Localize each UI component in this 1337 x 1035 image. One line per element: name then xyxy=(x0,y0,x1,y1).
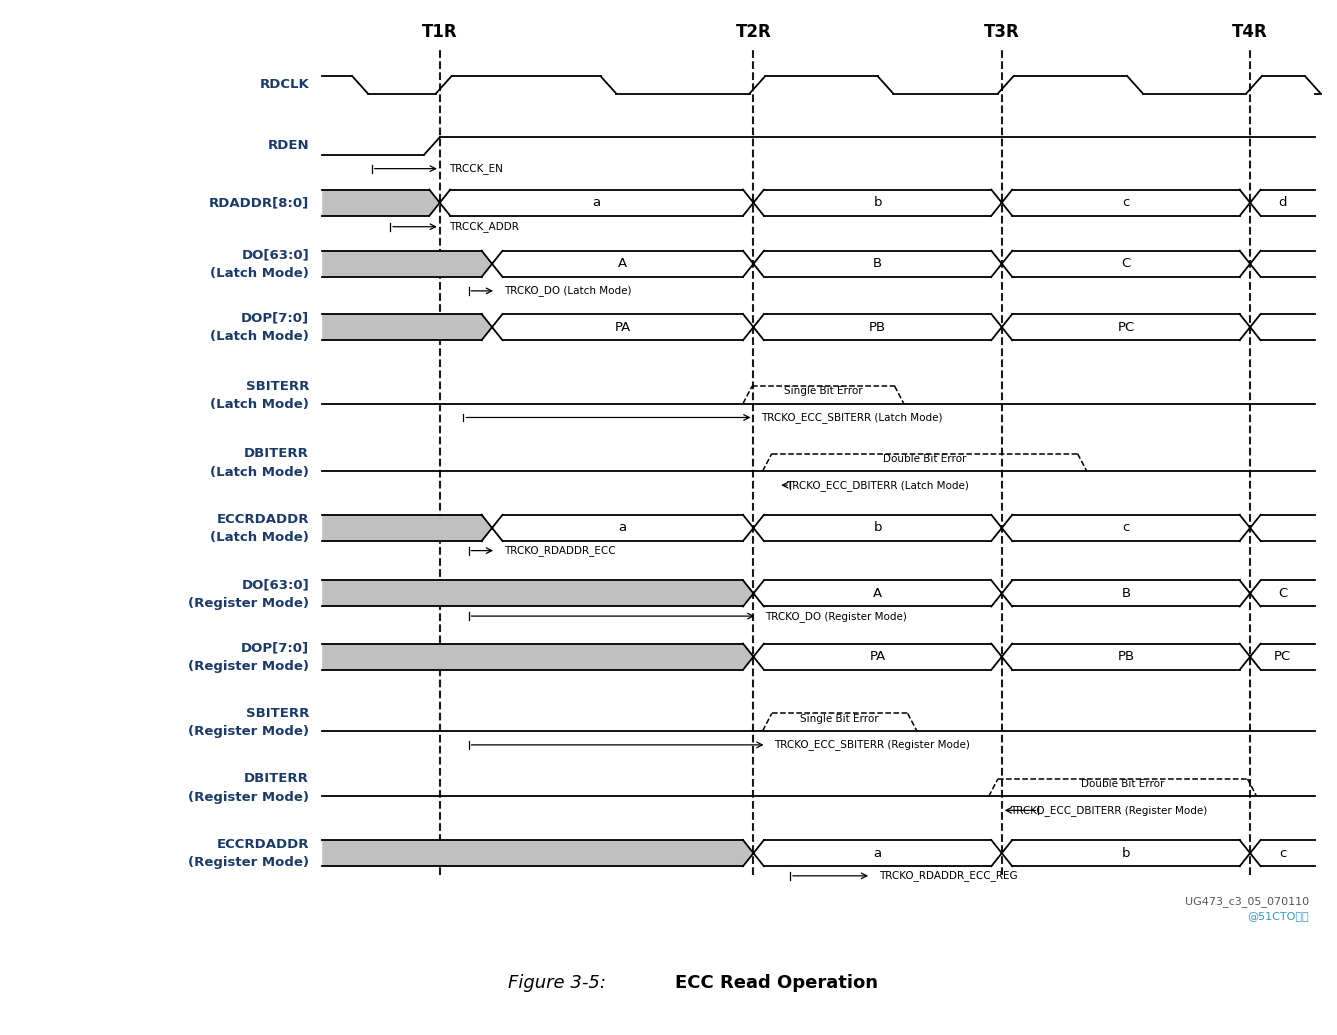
Text: DO[63:0]: DO[63:0] xyxy=(241,579,309,591)
Text: DOP[7:0]: DOP[7:0] xyxy=(241,642,309,654)
Text: (Latch Mode): (Latch Mode) xyxy=(210,531,309,544)
Text: a: a xyxy=(592,197,600,209)
Text: ECC Read Operation: ECC Read Operation xyxy=(675,974,878,993)
Text: Single Bit Error: Single Bit Error xyxy=(801,714,878,723)
Text: TRCCK_ADDR: TRCCK_ADDR xyxy=(449,221,519,232)
Text: PA: PA xyxy=(869,650,885,663)
Text: DBITERR: DBITERR xyxy=(245,772,309,786)
Text: (Register Mode): (Register Mode) xyxy=(189,596,309,610)
Text: TRCKO_RDADDR_ECC_REG: TRCKO_RDADDR_ECC_REG xyxy=(878,870,1017,881)
Text: RDADDR[8:0]: RDADDR[8:0] xyxy=(209,197,309,209)
Text: (Latch Mode): (Latch Mode) xyxy=(210,397,309,411)
Text: SBITERR: SBITERR xyxy=(246,707,309,720)
Text: ECCRDADDR: ECCRDADDR xyxy=(217,838,309,851)
Text: (Register Mode): (Register Mode) xyxy=(189,659,309,673)
Text: PB: PB xyxy=(869,321,886,333)
Text: (Register Mode): (Register Mode) xyxy=(189,726,309,738)
Polygon shape xyxy=(322,314,492,341)
Text: T1R: T1R xyxy=(422,23,457,41)
Text: TRCKO_ECC_SBITERR (Latch Mode): TRCKO_ECC_SBITERR (Latch Mode) xyxy=(761,412,943,423)
Text: (Latch Mode): (Latch Mode) xyxy=(210,466,309,478)
Polygon shape xyxy=(322,840,754,866)
Text: Single Bit Error: Single Bit Error xyxy=(783,386,862,396)
Text: UG473_c3_05_070110: UG473_c3_05_070110 xyxy=(1185,895,1309,907)
Text: TRCKO_DO (Register Mode): TRCKO_DO (Register Mode) xyxy=(765,611,906,622)
Text: TRCKO_ECC_DBITERR (Latch Mode): TRCKO_ECC_DBITERR (Latch Mode) xyxy=(786,479,969,491)
Text: PC: PC xyxy=(1274,650,1292,663)
Text: (Register Mode): (Register Mode) xyxy=(189,791,309,804)
Polygon shape xyxy=(322,581,754,607)
Text: A: A xyxy=(618,258,627,270)
Text: Figure 3-5:: Figure 3-5: xyxy=(508,974,623,993)
Text: T3R: T3R xyxy=(984,23,1020,41)
Text: TRCCK_EN: TRCCK_EN xyxy=(449,164,503,174)
Text: PC: PC xyxy=(1118,321,1135,333)
Text: (Register Mode): (Register Mode) xyxy=(189,856,309,869)
Text: b: b xyxy=(1122,847,1130,860)
Text: b: b xyxy=(873,197,882,209)
Text: T4R: T4R xyxy=(1233,23,1267,41)
Text: RDEN: RDEN xyxy=(267,140,309,152)
Text: PB: PB xyxy=(1118,650,1135,663)
Polygon shape xyxy=(322,514,492,541)
Polygon shape xyxy=(322,189,440,216)
Text: c: c xyxy=(1280,847,1286,860)
Text: B: B xyxy=(1122,587,1131,600)
Text: RDCLK: RDCLK xyxy=(259,79,309,91)
Text: a: a xyxy=(873,847,881,860)
Text: TRCKO_RDADDR_ECC: TRCKO_RDADDR_ECC xyxy=(504,545,615,556)
Text: A: A xyxy=(873,587,882,600)
Text: (Latch Mode): (Latch Mode) xyxy=(210,267,309,279)
Text: d: d xyxy=(1278,197,1288,209)
Text: Double Bit Error: Double Bit Error xyxy=(882,454,967,464)
Text: C: C xyxy=(1278,587,1288,600)
Text: b: b xyxy=(873,522,882,534)
Text: @51CTO博客: @51CTO博客 xyxy=(1247,912,1309,921)
Text: DO[63:0]: DO[63:0] xyxy=(241,248,309,262)
Text: B: B xyxy=(873,258,882,270)
Text: PA: PA xyxy=(615,321,631,333)
Text: SBITERR: SBITERR xyxy=(246,380,309,392)
Text: TRCKO_ECC_SBITERR (Register Mode): TRCKO_ECC_SBITERR (Register Mode) xyxy=(774,739,971,750)
Text: c: c xyxy=(1122,522,1130,534)
Text: Double Bit Error: Double Bit Error xyxy=(1082,779,1165,789)
Polygon shape xyxy=(322,644,754,670)
Text: DOP[7:0]: DOP[7:0] xyxy=(241,312,309,325)
Polygon shape xyxy=(322,250,492,277)
Text: c: c xyxy=(1122,197,1130,209)
Text: TRCKO_DO (Latch Mode): TRCKO_DO (Latch Mode) xyxy=(504,286,631,296)
Text: TRCKO_ECC_DBITERR (Register Mode): TRCKO_ECC_DBITERR (Register Mode) xyxy=(1009,805,1207,816)
Text: ECCRDADDR: ECCRDADDR xyxy=(217,512,309,526)
Text: (Latch Mode): (Latch Mode) xyxy=(210,330,309,344)
Text: a: a xyxy=(619,522,627,534)
Text: C: C xyxy=(1122,258,1131,270)
Text: T2R: T2R xyxy=(735,23,771,41)
Text: DBITERR: DBITERR xyxy=(245,447,309,461)
